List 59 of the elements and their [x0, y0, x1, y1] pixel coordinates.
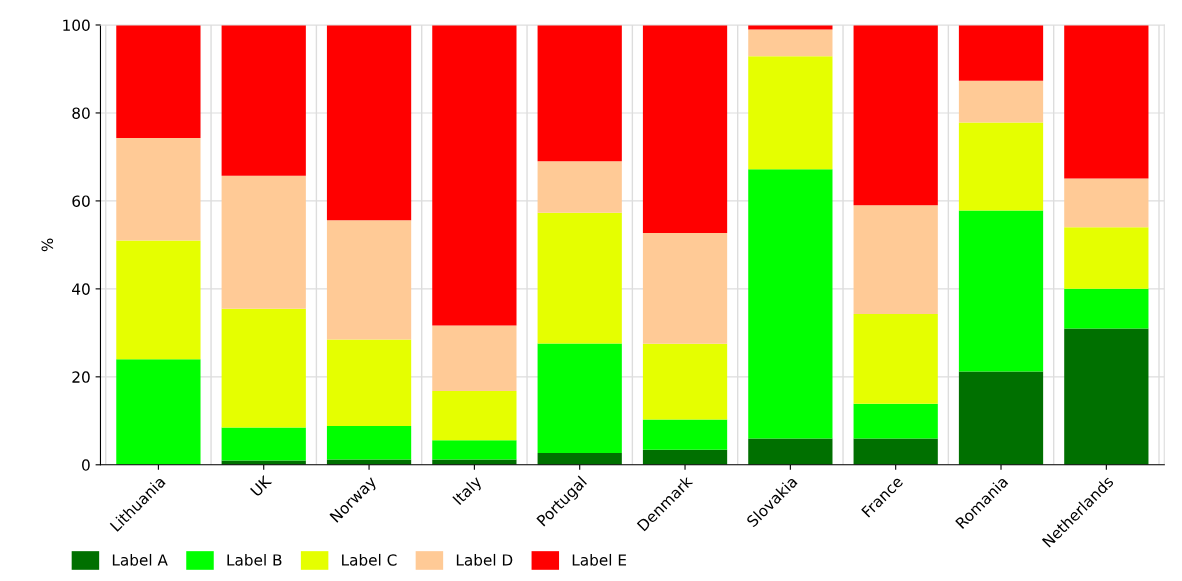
bar — [1064, 227, 1149, 289]
bar — [958, 122, 1044, 211]
legend-label: Label D — [456, 553, 513, 566]
bar — [326, 220, 412, 340]
bar — [326, 426, 412, 460]
y-tick-label: 100 — [63, 19, 90, 31]
bar — [853, 205, 938, 314]
bar — [1064, 24, 1149, 179]
y-tick-label: 40 — [72, 283, 90, 295]
bar — [958, 371, 1044, 465]
bar — [221, 460, 306, 465]
bar — [537, 452, 622, 465]
x-tick-label: UK — [250, 474, 273, 497]
bar — [537, 161, 622, 213]
bar — [958, 80, 1044, 123]
bar — [432, 440, 517, 460]
bar — [853, 24, 938, 206]
bar — [537, 24, 622, 162]
bar — [221, 24, 306, 176]
legend-label: Label A — [112, 553, 168, 566]
bar — [116, 240, 201, 360]
bar — [326, 339, 412, 427]
bar — [116, 138, 201, 241]
y-tick-label: 0 — [82, 459, 90, 471]
bar — [221, 427, 306, 461]
y-axis-title: % — [41, 238, 54, 252]
bar — [1064, 328, 1149, 465]
bar — [326, 24, 412, 221]
bar — [958, 210, 1044, 372]
bar — [432, 325, 517, 391]
bar — [537, 343, 622, 453]
bar — [537, 212, 622, 344]
bar — [432, 390, 517, 441]
bar — [1064, 288, 1149, 329]
bar — [748, 29, 833, 57]
bar — [853, 403, 938, 439]
bar — [958, 24, 1044, 81]
bar — [1064, 178, 1149, 228]
bar — [853, 438, 938, 465]
bar — [853, 313, 938, 404]
y-tick-label: 20 — [72, 371, 90, 383]
bar — [432, 24, 517, 326]
bar — [642, 419, 728, 450]
y-tick-label: 80 — [72, 107, 90, 119]
legend-label: Label B — [227, 553, 282, 566]
bar — [748, 56, 833, 170]
bar — [116, 359, 201, 465]
y-tick-label: 60 — [72, 195, 90, 207]
bar — [642, 449, 728, 465]
bar — [642, 343, 728, 420]
bar — [748, 169, 833, 439]
legend-label: Label E — [572, 553, 627, 566]
bar — [642, 24, 728, 234]
bar — [116, 24, 201, 139]
bar — [221, 308, 306, 428]
bar — [748, 438, 833, 465]
bar — [642, 233, 728, 344]
legend-label: Label C — [342, 553, 397, 566]
bar — [221, 175, 306, 309]
